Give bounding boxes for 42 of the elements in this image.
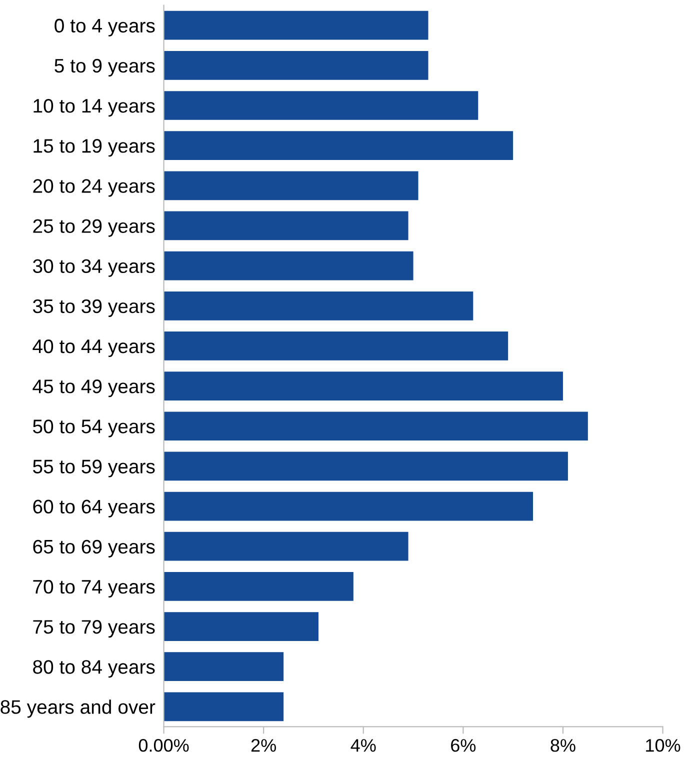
y-tick-label: 35 to 39 years <box>32 299 155 317</box>
y-tick-label: 30 to 34 years <box>32 259 155 277</box>
y-tick-label: 65 to 69 years <box>33 540 155 558</box>
y-tick-label: 45 to 49 years <box>32 380 155 398</box>
bar <box>164 652 284 682</box>
bar <box>164 211 408 240</box>
y-tick-label: 55 to 59 years <box>33 460 155 478</box>
bar <box>164 251 414 280</box>
x-tick-label: 0.00% <box>138 739 189 752</box>
bar <box>164 372 563 400</box>
bar <box>164 171 418 200</box>
y-tick-label: 25 to 29 years <box>33 219 155 237</box>
bar <box>164 572 354 601</box>
bar <box>164 452 568 481</box>
bar <box>164 10 428 40</box>
y-tick-label: 70 to 74 years <box>33 580 155 598</box>
bar <box>164 91 478 120</box>
x-tick-label: 10% <box>646 739 680 752</box>
bar <box>164 412 588 441</box>
bar <box>164 131 514 160</box>
bar <box>164 612 318 641</box>
x-tick-label: 8% <box>550 739 576 752</box>
x-tick-label: 2% <box>251 739 276 752</box>
bar <box>164 532 408 561</box>
bar <box>164 492 534 521</box>
y-tick-label: 80 to 84 years <box>33 660 155 678</box>
bar <box>164 50 428 80</box>
y-tick-label: 85 years and over <box>0 700 156 718</box>
y-tick-label: 75 to 79 years <box>33 620 155 638</box>
y-tick-label: 20 to 24 years <box>33 179 155 197</box>
y-tick-label: 0 to 4 years <box>54 18 155 36</box>
y-tick-label: 10 to 14 years <box>34 98 155 117</box>
bar <box>164 692 284 722</box>
y-tick-label: 40 to 44 years <box>32 339 155 358</box>
bar <box>164 291 474 320</box>
y-tick-label: 5 to 9 years <box>54 58 155 76</box>
x-tick-label: 6% <box>451 739 476 752</box>
x-tick-label: 4% <box>350 739 376 752</box>
y-tick-label: 15 to 19 years <box>34 139 155 157</box>
y-tick-label: 60 to 64 years <box>33 500 155 518</box>
bar <box>164 332 508 360</box>
y-tick-label: 50 to 54 years <box>33 420 155 438</box>
